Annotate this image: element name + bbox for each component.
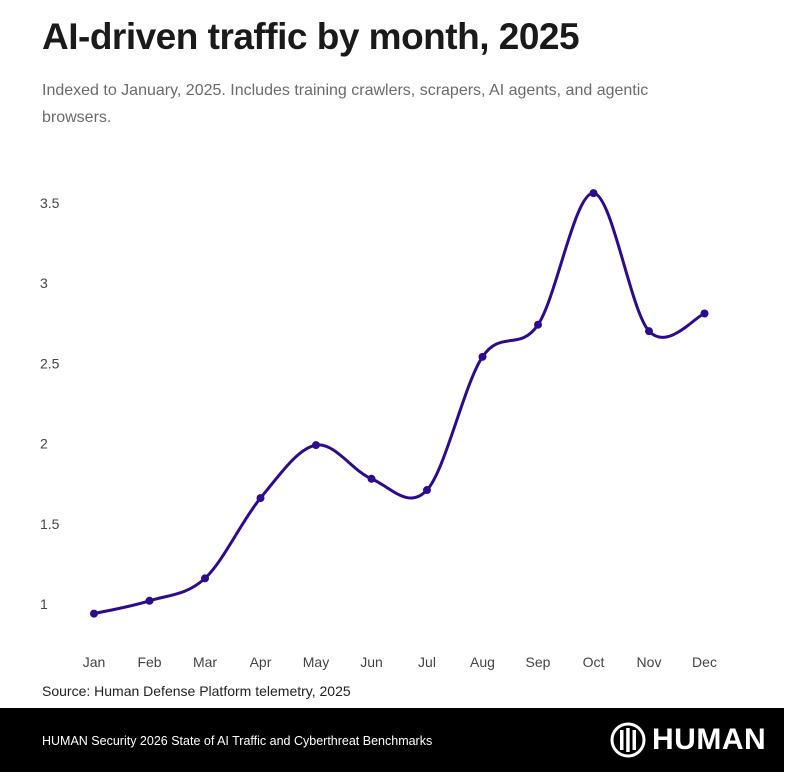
x-tick-label: Jan <box>83 654 106 670</box>
x-tick-label: Nov <box>637 654 662 670</box>
y-tick-label: 1.5 <box>40 516 60 532</box>
data-point <box>145 596 154 605</box>
x-tick-label: Aug <box>470 654 495 670</box>
logo-wordmark: HUMAN <box>652 723 767 756</box>
x-tick-label: Sep <box>526 654 551 670</box>
y-tick-label: 2 <box>40 436 48 452</box>
x-tick-label: Feb <box>137 654 161 670</box>
data-point <box>700 309 709 318</box>
y-tick-label: 1 <box>40 596 48 612</box>
data-point <box>534 320 542 329</box>
chart-title: AI-driven traffic by month, 2025 <box>42 16 580 57</box>
footer-bar: HUMAN Security 2026 State of AI Traffic … <box>0 708 784 772</box>
x-tick-label: Dec <box>692 654 717 670</box>
x-tick-label: Jun <box>360 654 383 670</box>
chart-subtitle: Indexed to January, 2025. Includes train… <box>42 82 649 126</box>
series-line <box>93 191 706 616</box>
data-point <box>367 474 376 483</box>
human-logo-icon <box>610 722 646 758</box>
source-note: Source: Human Defense Platform telemetry… <box>42 683 351 699</box>
data-point <box>589 189 598 198</box>
data-point <box>645 327 653 336</box>
line-chart: 1 1.5 2 2.5 3 3.5 Jan Feb Mar Apr May Jun Jul Aug Sep O… <box>40 189 717 670</box>
data-point <box>478 352 487 361</box>
x-tick-label: Oct <box>583 654 605 670</box>
x-tick-label: May <box>303 654 329 670</box>
data-point <box>423 486 431 495</box>
y-tick-label: 3.5 <box>40 195 60 211</box>
x-tick-label: Apr <box>250 654 272 670</box>
x-tick-label: Mar <box>193 654 217 670</box>
data-point <box>90 609 98 618</box>
footer-text: HUMAN Security 2026 State of AI Traffic … <box>42 734 433 748</box>
data-point <box>256 494 265 503</box>
human-logo: HUMAN <box>610 722 766 758</box>
y-tick-label: 3 <box>40 275 48 291</box>
data-point <box>201 574 209 583</box>
y-tick-label: 2.5 <box>40 355 60 371</box>
data-point <box>312 441 320 450</box>
x-tick-label: Jul <box>418 654 436 670</box>
